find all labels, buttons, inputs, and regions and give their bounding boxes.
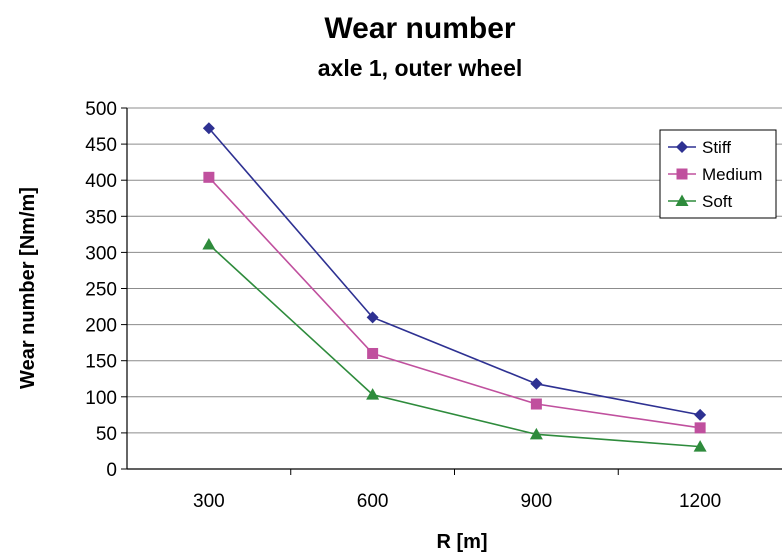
series-soft xyxy=(202,237,707,452)
y-tick-label: 450 xyxy=(85,135,117,156)
x-tick-label: 600 xyxy=(357,491,389,512)
y-tick-label: 300 xyxy=(85,243,117,264)
data-point-stiff xyxy=(694,408,707,421)
y-tick-label: 0 xyxy=(106,460,117,481)
data-point-soft xyxy=(202,237,216,250)
legend: Stiff Medium Soft xyxy=(659,129,777,219)
gridlines xyxy=(127,107,782,434)
data-point-soft xyxy=(366,388,380,400)
legend-item-soft: Soft xyxy=(668,192,733,211)
data-point-medium xyxy=(367,347,379,359)
y-tick-label: 350 xyxy=(85,207,117,228)
x-tick-label: 900 xyxy=(521,491,553,512)
y-tick-label: 150 xyxy=(85,352,117,373)
series-line-stiff xyxy=(208,127,701,416)
y-tick-label: 200 xyxy=(85,316,117,337)
series-line-medium xyxy=(208,176,701,429)
x-tick-label: 1200 xyxy=(679,491,721,512)
legend-label: Soft xyxy=(702,192,733,211)
data-point-stiff xyxy=(530,377,543,390)
y-tick-labels: 0 50 100 150 200 250 300 350 400 450 500 xyxy=(85,99,117,481)
x-axis-label: R [m] xyxy=(436,531,487,553)
legend-label: Medium xyxy=(702,165,762,184)
x-tick-label: 300 xyxy=(193,491,225,512)
legend-marker xyxy=(676,168,688,180)
y-tick-label: 500 xyxy=(85,99,117,120)
y-tick-label: 400 xyxy=(85,171,117,192)
axes xyxy=(121,107,782,475)
data-point-soft xyxy=(693,440,707,452)
legend-label: Stiff xyxy=(702,138,731,157)
series-line-soft xyxy=(208,243,701,448)
series-stiff xyxy=(202,122,707,421)
x-tick-labels: 300 600 900 1200 xyxy=(193,491,721,512)
data-point-medium xyxy=(694,422,706,434)
y-tick-label: 100 xyxy=(85,388,117,409)
series-group xyxy=(202,122,707,452)
y-tick-label: 50 xyxy=(96,424,117,445)
legend-item-medium: Medium xyxy=(668,165,762,184)
data-point-stiff xyxy=(366,311,379,324)
data-point-soft xyxy=(529,427,543,440)
data-point-stiff xyxy=(202,122,215,135)
y-tick-label: 250 xyxy=(85,280,117,301)
y-axis-label: Wear number [Nm/m] xyxy=(17,187,39,389)
legend-marker xyxy=(676,141,688,153)
chart-title: Wear number xyxy=(324,12,515,45)
series-medium xyxy=(203,171,706,434)
chart-subtitle: axle 1, outer wheel xyxy=(318,55,523,81)
legend-item-stiff: Stiff xyxy=(668,138,731,157)
data-point-medium xyxy=(203,171,215,183)
legend-marker xyxy=(675,194,689,206)
data-point-medium xyxy=(530,398,542,410)
